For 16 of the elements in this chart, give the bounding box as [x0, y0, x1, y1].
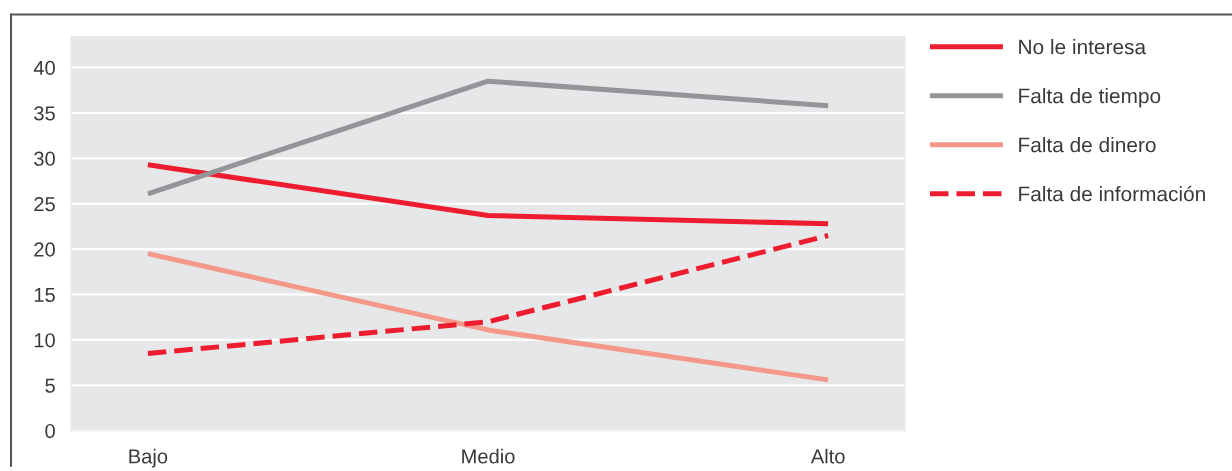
y-tick-label: 0: [45, 423, 55, 439]
legend-label: No le interesa: [1019, 39, 1147, 55]
y-tick-label: 15: [34, 287, 55, 303]
y-tick-label: 5: [45, 378, 55, 393]
legend-label: Falta de dinero: [1019, 137, 1156, 153]
y-tick-label: 30: [34, 151, 55, 166]
y-tick-label: 10: [34, 333, 55, 348]
y-tick-label: 35: [34, 106, 55, 121]
y-tick-label: 20: [34, 242, 55, 257]
legend-label: Falta de tiempo: [1019, 88, 1161, 108]
x-tick-label: Medio: [462, 448, 515, 464]
x-tick-label: Bajo: [129, 448, 168, 468]
legend-label: Falta de información: [1019, 185, 1205, 202]
y-tick-label: 40: [33, 60, 55, 76]
x-tick-label: Alto: [810, 448, 845, 464]
y-tick-label: 25: [34, 196, 55, 212]
